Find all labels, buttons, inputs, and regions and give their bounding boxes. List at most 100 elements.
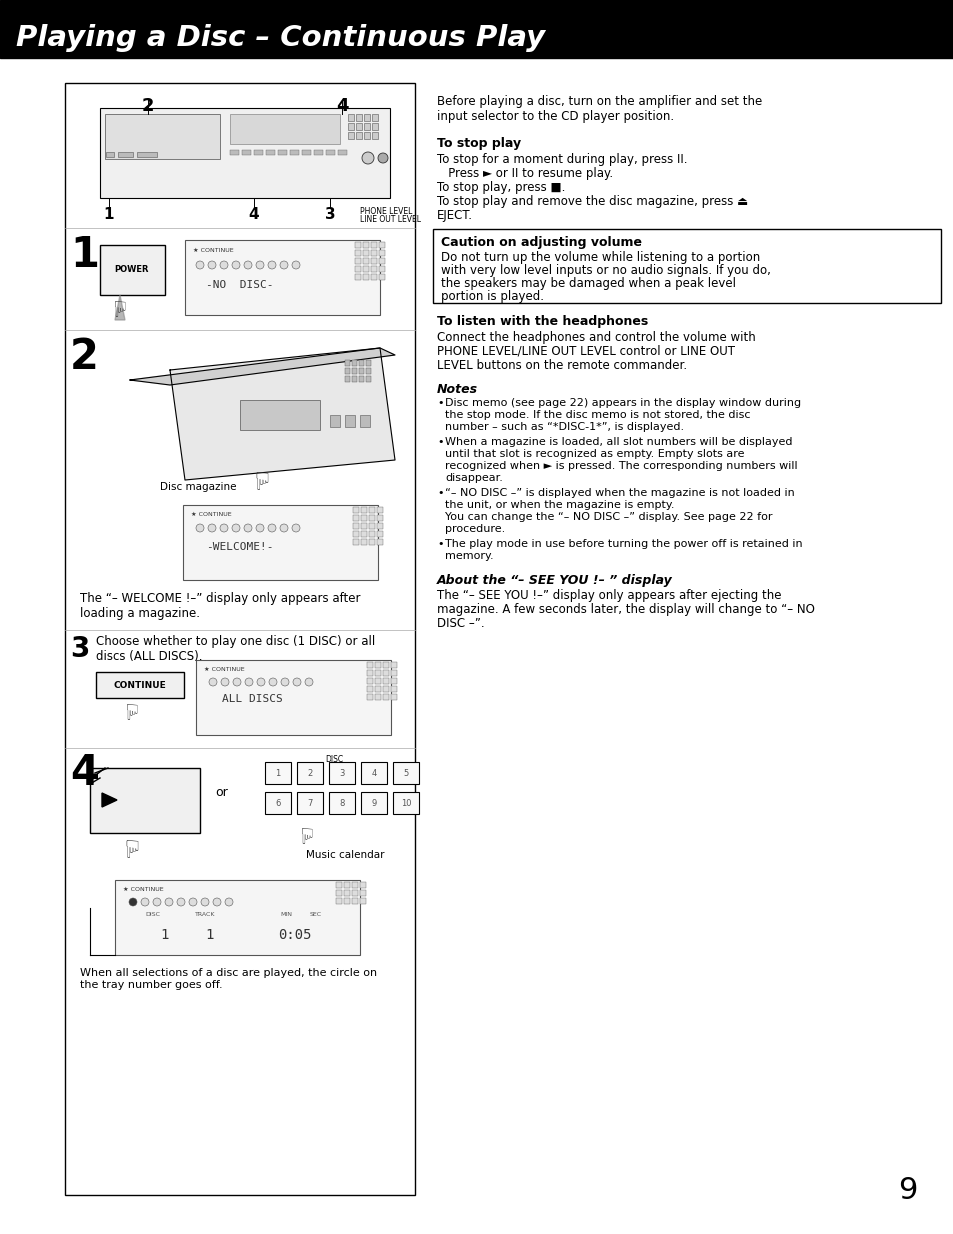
Bar: [335, 882, 341, 888]
Bar: [345, 368, 350, 374]
Bar: [359, 415, 370, 427]
Bar: [382, 661, 389, 668]
Bar: [115, 880, 359, 955]
Text: Connect the headphones and control the volume with: Connect the headphones and control the v…: [436, 331, 755, 344]
Text: procedure.: procedure.: [444, 524, 505, 534]
Bar: [369, 515, 375, 521]
Bar: [363, 274, 369, 280]
Circle shape: [292, 262, 299, 269]
Circle shape: [208, 524, 215, 532]
Circle shape: [232, 262, 240, 269]
Bar: [266, 151, 274, 155]
Bar: [364, 114, 370, 121]
Text: To listen with the headphones: To listen with the headphones: [436, 315, 648, 328]
Text: CONTINUE: CONTINUE: [113, 680, 166, 690]
Text: DISC: DISC: [325, 755, 343, 764]
Circle shape: [213, 898, 221, 906]
Text: with very low level inputs or no audio signals. If you do,: with very low level inputs or no audio s…: [440, 264, 770, 276]
Bar: [345, 376, 350, 383]
Text: EJECT.: EJECT.: [436, 209, 473, 222]
Text: 1: 1: [70, 234, 99, 276]
Bar: [65, 83, 415, 1195]
Bar: [382, 670, 389, 676]
Bar: [106, 152, 113, 157]
Circle shape: [244, 524, 252, 532]
Bar: [355, 242, 360, 248]
Text: 2: 2: [307, 769, 313, 777]
Bar: [369, 539, 375, 545]
Text: Disc magazine: Disc magazine: [160, 482, 236, 492]
Text: ☝: ☝: [122, 833, 137, 856]
Bar: [371, 267, 376, 271]
Bar: [105, 114, 220, 159]
Text: DISC: DISC: [145, 912, 160, 917]
Bar: [353, 515, 358, 521]
Bar: [345, 415, 355, 427]
Bar: [369, 523, 375, 529]
Bar: [355, 267, 360, 271]
Text: The play mode in use before turning the power off is retained in: The play mode in use before turning the …: [444, 539, 801, 549]
Circle shape: [280, 524, 288, 532]
Text: LINE OUT LEVEL: LINE OUT LEVEL: [359, 215, 420, 225]
Bar: [371, 242, 376, 248]
Bar: [296, 792, 323, 814]
Bar: [100, 246, 165, 295]
Bar: [360, 763, 387, 784]
Text: 3: 3: [339, 769, 344, 777]
Text: PHONE LEVEL: PHONE LEVEL: [359, 207, 412, 216]
Text: 4: 4: [70, 752, 99, 793]
Circle shape: [292, 524, 299, 532]
Text: ☝: ☝: [253, 465, 268, 489]
Bar: [375, 661, 380, 668]
Text: 1: 1: [104, 207, 114, 222]
Text: 9: 9: [898, 1176, 917, 1204]
Bar: [355, 114, 361, 121]
Bar: [359, 890, 366, 896]
Bar: [372, 114, 377, 121]
Text: •: •: [436, 487, 443, 499]
Text: number – such as “*DISC-1*”, is displayed.: number – such as “*DISC-1*”, is displaye…: [444, 422, 683, 432]
Polygon shape: [102, 793, 117, 807]
Text: 9: 9: [371, 798, 376, 807]
Bar: [118, 152, 132, 157]
Text: Choose whether to play one disc (1 DISC) or all
discs (ALL DISCS).: Choose whether to play one disc (1 DISC)…: [96, 636, 375, 663]
Circle shape: [255, 524, 264, 532]
Circle shape: [269, 677, 276, 686]
Bar: [378, 258, 385, 264]
Bar: [382, 694, 389, 700]
Bar: [376, 539, 382, 545]
Text: 5: 5: [403, 769, 408, 777]
Circle shape: [281, 677, 289, 686]
Bar: [363, 242, 369, 248]
Text: 1: 1: [275, 769, 280, 777]
Bar: [100, 109, 390, 197]
Bar: [391, 694, 396, 700]
Circle shape: [256, 677, 265, 686]
Bar: [375, 686, 380, 692]
Bar: [352, 360, 356, 366]
Text: To stop play: To stop play: [436, 137, 520, 151]
Text: You can change the “– NO DISC –” display. See page 22 for: You can change the “– NO DISC –” display…: [444, 512, 772, 522]
Circle shape: [141, 898, 149, 906]
Text: TRACK: TRACK: [194, 912, 215, 917]
Bar: [363, 258, 369, 264]
Bar: [337, 151, 347, 155]
Bar: [242, 151, 251, 155]
Circle shape: [177, 898, 185, 906]
Text: ★ CONTINUE: ★ CONTINUE: [123, 887, 164, 892]
Bar: [360, 515, 367, 521]
Bar: [352, 368, 356, 374]
Circle shape: [233, 677, 241, 686]
Bar: [367, 670, 373, 676]
Bar: [360, 523, 367, 529]
Circle shape: [232, 524, 240, 532]
Circle shape: [305, 677, 313, 686]
Bar: [137, 152, 157, 157]
Text: 7: 7: [307, 798, 313, 807]
Text: DISC –”.: DISC –”.: [436, 617, 484, 631]
Bar: [367, 694, 373, 700]
Bar: [391, 661, 396, 668]
Bar: [378, 267, 385, 271]
Text: ☝: ☝: [112, 295, 125, 315]
Bar: [366, 360, 371, 366]
